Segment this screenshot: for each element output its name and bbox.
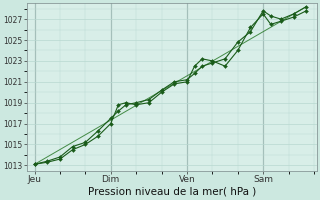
X-axis label: Pression niveau de la mer( hPa ): Pression niveau de la mer( hPa ) — [88, 187, 256, 197]
